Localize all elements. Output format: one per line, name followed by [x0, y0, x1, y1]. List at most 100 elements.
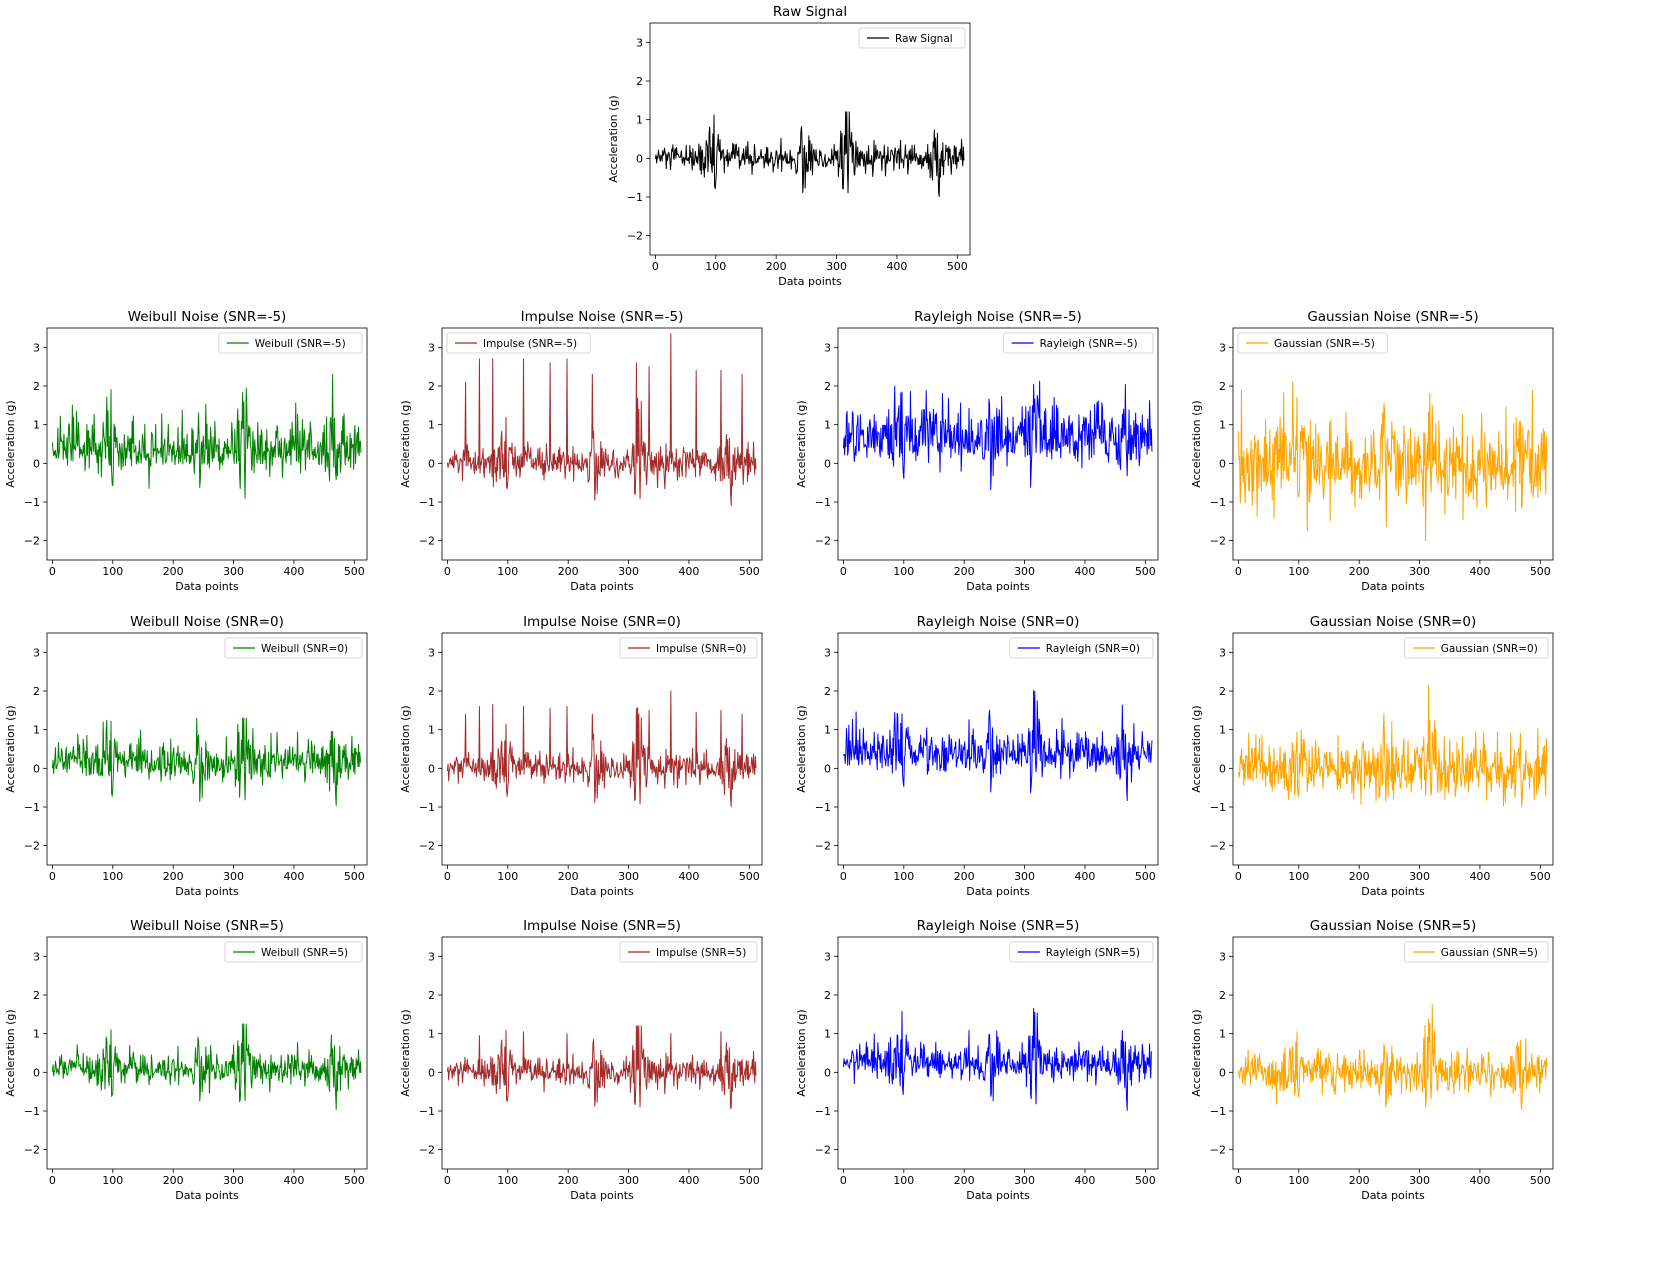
axes-frame	[46, 632, 368, 866]
y-tick-label: −1	[1210, 801, 1226, 814]
chart-title: Impulse Noise (SNR=-5)	[521, 309, 684, 325]
x-tick-label: 300	[1409, 870, 1430, 883]
y-tick-label: 0	[1219, 762, 1226, 775]
axes-frame	[837, 936, 1159, 1170]
axes-frame	[441, 327, 763, 561]
x-tick-label: 0	[840, 1174, 847, 1187]
y-tick-label: 0	[636, 152, 643, 165]
series-line	[51, 717, 362, 807]
x-tick-label: 400	[678, 1174, 699, 1187]
impulse-snr-0-panel: Impulse Noise (SNR=0) 0 100 200 300 400 500 −2 −…	[387, 603, 770, 909]
x-tick-label: 200	[558, 565, 579, 578]
y-tick-label: 2	[1219, 380, 1226, 393]
chart-title: Gaussian Noise (SNR=0)	[1310, 614, 1476, 630]
x-tick-label: 0	[49, 870, 56, 883]
y-tick-label: 2	[428, 989, 435, 1002]
axes-frame	[837, 632, 1159, 866]
gaussian-snr-0-panel: Gaussian Noise (SNR=0) 0 100 200 300 400 500 −2…	[1178, 603, 1561, 909]
y-tick-label: −1	[24, 496, 40, 509]
y-axis-label: Acceleration (g)	[4, 1009, 17, 1096]
legend: Gaussian (SNR=5)	[1404, 941, 1549, 963]
y-tick-label: 0	[824, 1066, 831, 1079]
y-tick-label: 0	[824, 457, 831, 470]
axes-frame	[1232, 327, 1554, 561]
x-tick-label: 0	[1235, 565, 1242, 578]
y-tick-label: −2	[627, 230, 643, 243]
chart-svg: Rayleigh Noise (SNR=0) 0 100 200 300 400 500 −2…	[795, 614, 1159, 898]
chart-svg: Rayleigh Noise (SNR=-5) 0 100 200 300 400 500 −…	[795, 309, 1159, 593]
y-tick-label: 1	[428, 724, 435, 737]
y-tick-label: 3	[824, 646, 831, 659]
y-tick-label: 0	[428, 762, 435, 775]
y-tick-label: 1	[33, 419, 40, 432]
x-axis-label: Data points	[175, 1189, 239, 1202]
legend-box	[224, 941, 363, 963]
x-tick-label: 300	[618, 870, 639, 883]
chart-title: Rayleigh Noise (SNR=0)	[917, 614, 1080, 630]
series-line	[654, 111, 965, 197]
x-tick-label: 100	[1288, 870, 1309, 883]
rayleigh-snr-5-panel: Rayleigh Noise (SNR=5) 0 100 200 300 400 500 −2…	[783, 907, 1166, 1213]
y-tick-label: −2	[24, 840, 40, 853]
x-tick-label: 100	[893, 1174, 914, 1187]
x-axis-label: Data points	[1361, 885, 1425, 898]
y-tick-label: 2	[33, 380, 40, 393]
series-line	[51, 1023, 362, 1110]
legend-box	[224, 637, 363, 659]
axes-frame	[441, 936, 763, 1170]
y-tick-label: −2	[815, 840, 831, 853]
x-tick-label: 200	[954, 565, 975, 578]
x-tick-label: 300	[223, 870, 244, 883]
x-tick-label: 200	[766, 260, 787, 273]
x-tick-label: 500	[344, 870, 365, 883]
chart-svg: Gaussian Noise (SNR=-5) 0 100 200 300 400 500 −…	[1190, 309, 1554, 593]
x-tick-label: 0	[1235, 870, 1242, 883]
legend-label: Rayleigh (SNR=-5)	[1040, 338, 1138, 350]
chart-svg: Impulse Noise (SNR=5) 0 100 200 300 400 500 −2 −…	[399, 918, 763, 1202]
legend-box	[1237, 332, 1388, 354]
x-tick-label: 400	[1074, 565, 1095, 578]
y-tick-label: 1	[1219, 419, 1226, 432]
chart-title: Weibull Noise (SNR=0)	[130, 614, 284, 630]
x-tick-label: 400	[678, 565, 699, 578]
x-tick-label: 500	[1530, 870, 1551, 883]
y-tick-label: 0	[33, 457, 40, 470]
x-tick-label: 0	[840, 870, 847, 883]
x-tick-label: 100	[497, 870, 518, 883]
x-tick-label: 100	[1288, 1174, 1309, 1187]
legend: Gaussian (SNR=0)	[1404, 637, 1549, 659]
axes-frame	[441, 632, 763, 866]
chart-title: Impulse Noise (SNR=5)	[523, 918, 681, 934]
legend-label: Raw Signal	[895, 33, 953, 45]
y-tick-label: −1	[419, 1105, 435, 1118]
axes-frame	[1232, 632, 1554, 866]
y-tick-label: 3	[1219, 950, 1226, 963]
x-tick-label: 200	[163, 565, 184, 578]
y-axis-label: Acceleration (g)	[1190, 400, 1203, 487]
x-tick-label: 300	[1014, 870, 1035, 883]
chart-svg: Gaussian Noise (SNR=5) 0 100 200 300 400 500 −2…	[1190, 918, 1554, 1202]
series-line	[1237, 1004, 1548, 1111]
chart-title: Gaussian Noise (SNR=5)	[1310, 918, 1476, 934]
x-tick-label: 400	[1074, 870, 1095, 883]
x-axis-label: Data points	[570, 1189, 634, 1202]
y-tick-label: −2	[419, 840, 435, 853]
x-tick-label: 0	[444, 870, 451, 883]
x-tick-label: 100	[893, 870, 914, 883]
y-tick-label: 0	[1219, 1066, 1226, 1079]
x-tick-label: 300	[1409, 1174, 1430, 1187]
x-tick-label: 100	[893, 565, 914, 578]
x-axis-label: Data points	[175, 580, 239, 593]
x-tick-label: 100	[705, 260, 726, 273]
legend-label: Impulse (SNR=5)	[656, 947, 746, 959]
y-axis-label: Acceleration (g)	[399, 1009, 412, 1096]
chart-title: Impulse Noise (SNR=0)	[523, 614, 681, 630]
y-tick-label: 3	[33, 950, 40, 963]
x-tick-label: 100	[497, 1174, 518, 1187]
legend-box	[1404, 941, 1549, 963]
y-tick-label: −2	[24, 535, 40, 548]
legend-label: Weibull (SNR=-5)	[255, 338, 346, 350]
y-tick-label: −2	[1210, 535, 1226, 548]
y-tick-label: 3	[428, 646, 435, 659]
chart-svg: Weibull Noise (SNR=5) 0 100 200 300 400 500 −2 −…	[4, 918, 368, 1202]
